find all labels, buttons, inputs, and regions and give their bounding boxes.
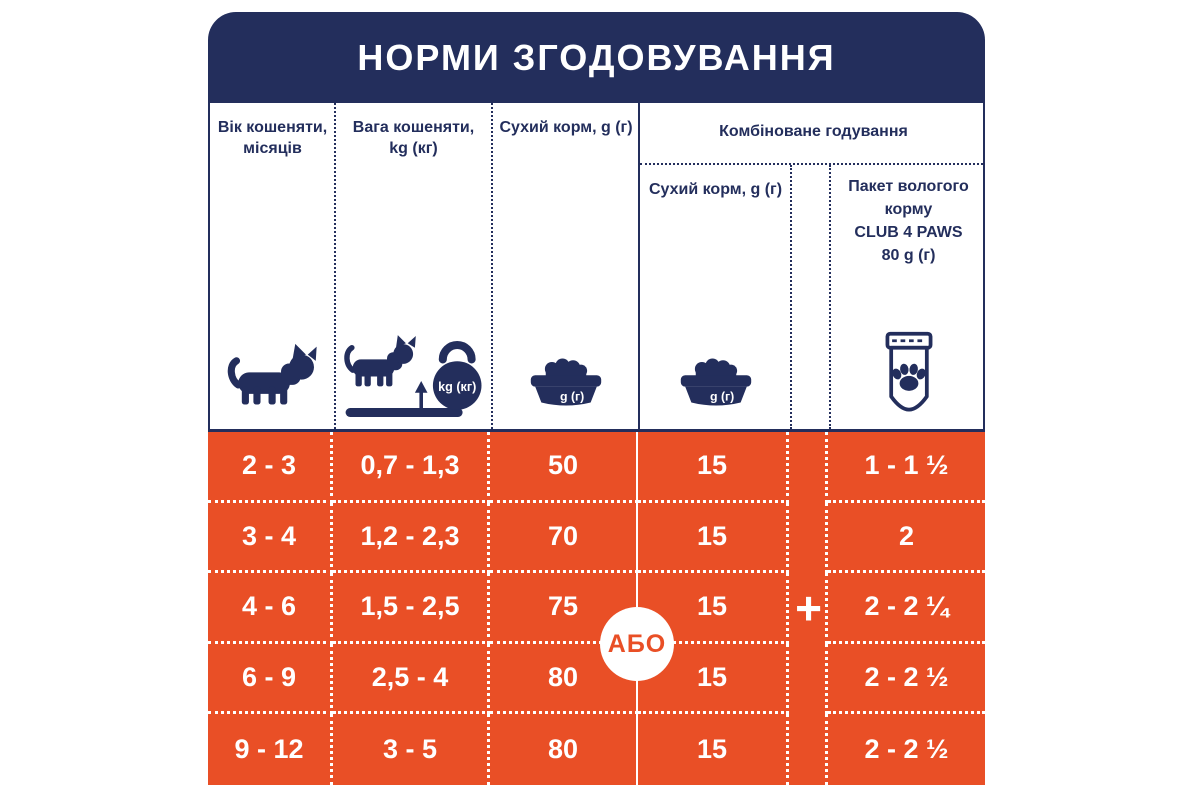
table-body: 2 - 3 0,7 - 1,3 50 15 1 - 1 ½ 3 - 4 1,2 … xyxy=(208,432,985,785)
table-row: 3 - 4 1,2 - 2,3 70 15 2 xyxy=(208,502,985,574)
cell-plus-gap xyxy=(789,502,828,574)
cell-dry: 50 xyxy=(490,432,638,503)
cell-combo-wet: 1 - 1 ½ xyxy=(828,432,985,503)
title-banner: НОРМИ ЗГОДОВУВАННЯ xyxy=(208,12,985,103)
combined-underline xyxy=(640,163,983,165)
pouch-icon-slot xyxy=(830,329,987,419)
cell-combo-dry: 15 xyxy=(638,643,789,715)
cell-age: 4 - 6 xyxy=(208,573,333,644)
cell-plus-gap xyxy=(789,432,828,503)
cell-weight: 3 - 5 xyxy=(333,714,490,785)
cell-combo-wet: 2 - 2 ½ xyxy=(828,644,985,715)
subcol-header-combined-dry: Сухий корм, g (г) xyxy=(648,181,783,198)
cell-plus-gap xyxy=(789,643,828,715)
bowl-label: g (г) xyxy=(560,390,584,404)
cell-combo-dry: 15 xyxy=(638,432,789,503)
divider-weight-dry xyxy=(491,103,493,429)
weight-icon-slot: kg (кг) xyxy=(335,325,492,419)
table-header: Вік кошеняти, місяців Вага кошеняти, kg … xyxy=(208,103,985,432)
table-row: 9 - 12 3 - 5 80 15 2 - 2 ½ xyxy=(208,714,985,785)
cell-weight: 2,5 - 4 xyxy=(333,643,490,715)
cell-combo-dry: 15 xyxy=(638,573,789,644)
food-bowl-icon: g (г) xyxy=(530,358,602,406)
age-icon-slot xyxy=(210,337,335,415)
cat-on-scale-icon: kg (кг) xyxy=(343,335,481,417)
kettlebell-label: kg (кг) xyxy=(438,380,476,394)
col-header-dry: Сухий корм, g (г) xyxy=(499,119,633,136)
combo-bowl-icon-slot: g (г) xyxy=(640,355,791,413)
col-header-age: Вік кошеняти, місяців xyxy=(217,119,328,157)
table-row: 2 - 3 0,7 - 1,3 50 15 1 - 1 ½ xyxy=(208,432,985,503)
cat-icon xyxy=(227,343,317,405)
paw-icon xyxy=(891,363,926,391)
table-row: 6 - 9 2,5 - 4 80 15 2 - 2 ½ xyxy=(208,643,985,715)
bowl-label: g (г) xyxy=(710,390,734,404)
divider-age-weight xyxy=(334,103,336,429)
cell-age: 2 - 3 xyxy=(208,432,333,503)
page-title: НОРМИ ЗГОДОВУВАННЯ xyxy=(357,36,836,78)
dry-bowl-icon-slot: g (г) xyxy=(492,355,640,413)
cell-weight: 0,7 - 1,3 xyxy=(333,432,490,503)
or-badge: АБО xyxy=(600,607,674,681)
cell-combo-dry: 15 xyxy=(638,714,789,785)
cell-dry: 80 xyxy=(490,714,638,785)
cell-combo-wet: 2 - 2 ¼ xyxy=(828,573,985,644)
cell-combo-wet: 2 - 2 ½ xyxy=(864,734,949,765)
cell-age: 9 - 12 xyxy=(208,714,333,785)
subcol-header-combined-wet: Пакет вологого корму CLUB 4 PAWS 80 g (г… xyxy=(848,178,969,264)
table-row: 4 - 6 1,5 - 2,5 75 15 2 - 2 ¼ xyxy=(208,573,985,644)
food-bowl-icon: g (г) xyxy=(680,358,751,406)
cell-plus-gap xyxy=(789,714,828,785)
divider-combodry-gap xyxy=(790,165,792,429)
divider-dry-combined xyxy=(638,103,640,429)
cell-weight: 1,5 - 2,5 xyxy=(333,573,490,644)
col-header-combined: Комбіноване годування xyxy=(719,123,908,140)
col-header-weight: Вага кошеняти, kg (кг) xyxy=(352,119,475,157)
divider-gap-wet xyxy=(829,165,831,429)
cell-dry: 70 xyxy=(490,502,638,574)
cell-age: 6 - 9 xyxy=(208,643,333,715)
cell-combo-dry: 15 xyxy=(638,502,789,574)
cell-combo-wet: 2 xyxy=(828,503,985,574)
plus-sign: + xyxy=(795,582,822,635)
cell-weight: 1,2 - 2,3 xyxy=(333,502,490,574)
cell-age: 3 - 4 xyxy=(208,502,333,574)
cell-plus-gap xyxy=(789,573,828,644)
feeding-norms-card: НОРМИ ЗГОДОВУВАННЯ Вік кошеняти, місяців… xyxy=(208,12,985,785)
wet-food-pouch-icon xyxy=(885,331,932,412)
